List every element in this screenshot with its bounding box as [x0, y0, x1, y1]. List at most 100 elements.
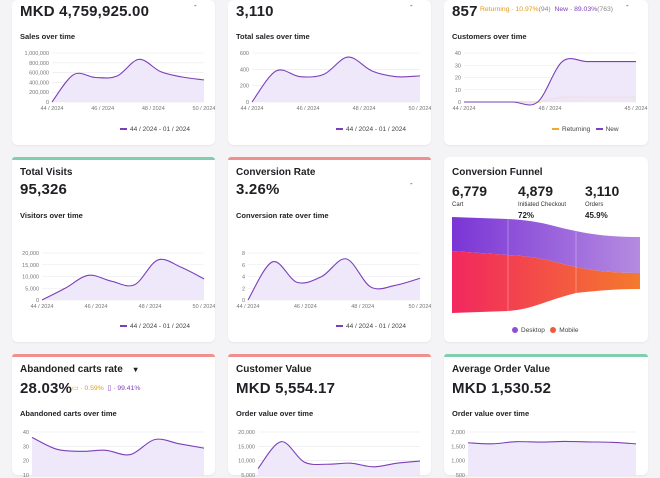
x-tick-label: 48 / 2024: [353, 106, 376, 112]
y-tick-label: 1,000: [451, 459, 465, 465]
visits-subtitle: Visitors over time: [20, 211, 83, 220]
y-tick-label: 600: [240, 51, 249, 57]
x-tick-label: 50 / 2024: [409, 106, 431, 112]
new-label: New · 89.03%: [554, 6, 598, 13]
conversion-title: Conversion Rate: [236, 167, 316, 178]
x-tick-label: 44 / 2024: [237, 304, 260, 310]
customer-value-title: Customer Value: [236, 364, 312, 375]
customers-breakdown: Returning · 10.97%(94) New · 89.03%(763): [480, 6, 613, 13]
conversion-value: 3.26%: [236, 181, 280, 198]
aov-value: MKD 1,530.52: [452, 380, 552, 397]
x-tick-label: 50 / 2024: [409, 304, 431, 310]
abandoned-title[interactable]: Abandoned carts rate ▾: [20, 364, 138, 375]
customers-legend: Returning New: [552, 126, 619, 133]
customers-menu[interactable]: -: [626, 1, 629, 10]
funnel-title: Conversion Funnel: [452, 167, 543, 178]
series-line: [41, 258, 205, 301]
y-tick-label: 0: [242, 298, 245, 304]
desktop-icon: ▭: [72, 385, 79, 392]
customers-chart: 40 30 20 10 044 / 2024 48 / 2024 45 / 2024: [453, 51, 648, 112]
y-tick-label: 5,000: [241, 473, 255, 478]
y-tick-label: 200: [240, 84, 249, 90]
y-tick-label: 40: [455, 51, 461, 57]
y-tick-label: 6: [242, 263, 245, 269]
x-tick-label: 48 / 2024: [139, 304, 162, 310]
x-tick-label: 45 / 2024: [625, 106, 648, 112]
conversion-subtitle: Conversion rate over time: [236, 211, 329, 220]
y-tick-label: 20: [23, 459, 29, 465]
y-tick-label: 10,000: [238, 459, 255, 465]
sales-menu[interactable]: -: [194, 1, 197, 10]
x-tick-label: 46 / 2024: [297, 106, 320, 112]
sales-legend: 44 / 2024 - 01 / 2024: [120, 126, 190, 133]
x-tick-label: 46 / 2024: [91, 106, 114, 112]
total-sales-menu[interactable]: -: [410, 1, 413, 10]
y-tick-label: 4: [242, 275, 245, 281]
y-tick-label: 15,000: [238, 444, 255, 450]
new-count: (763): [597, 6, 614, 13]
series-line: [51, 58, 205, 103]
y-tick-label: 400: [240, 67, 249, 73]
funnel-cart-label: Cart: [452, 202, 464, 208]
y-tick-label: 10: [23, 473, 29, 478]
x-tick-label: 44 / 2024: [31, 304, 54, 310]
series-area: [52, 59, 204, 102]
total-sales-subtitle: Total sales over time: [236, 32, 310, 41]
aov-card: Average Order Value MKD 1,530.52 Order v…: [444, 354, 648, 478]
x-tick-label: 48 / 2024: [142, 106, 165, 112]
customer-value-card: Customer Value MKD 5,554.17 Order value …: [228, 354, 431, 478]
total-sales-card: 3,110 - Total sales over time 600 400 200 0…: [228, 0, 431, 145]
total-sales-chart: 600 400 200 044 / 2024 46 / 2024 48 / 2024 50 …: [240, 51, 431, 112]
conversion-menu[interactable]: -: [410, 179, 413, 188]
aov-chart: 2,000 1,500 1,000 500: [451, 430, 637, 478]
y-tick-label: 20,000: [238, 430, 255, 436]
sales-card: MKD 4,759,925.00 - Sales over time 1,000…: [12, 0, 215, 145]
total-sales-legend: 44 / 2024 - 01 / 2024: [336, 126, 406, 133]
series-area: [248, 258, 420, 300]
y-tick-label: 400,000: [29, 80, 49, 86]
y-tick-label: 2: [242, 286, 245, 292]
x-tick-label: 44 / 2024: [453, 106, 476, 112]
abandoned-chart: 40 30 20 10: [23, 430, 205, 478]
funnel-orders-pct: 45.9%: [585, 211, 608, 220]
sales-value: MKD 4,759,925.00: [20, 3, 150, 20]
y-tick-label: 200,000: [29, 90, 49, 96]
y-tick-label: 30: [455, 63, 461, 69]
mobile-icon: ▯: [107, 385, 112, 392]
customer-value-chart: 20,000 15,000 10,000 5,000: [238, 430, 421, 478]
visits-legend: 44 / 2024 - 01 / 2024: [120, 323, 190, 330]
series-area: [252, 57, 420, 102]
x-tick-label: 48 / 2024: [351, 304, 374, 310]
visits-chart: 20,000 15,000 10,000 5,000 044 / 2024 46 / 20…: [22, 251, 215, 310]
sales-chart: 1,000,000 800,000 600,000 400,000 200,000 044…: [25, 51, 215, 112]
customers-subtitle: Customers over time: [452, 32, 527, 41]
y-tick-label: 20: [455, 76, 461, 82]
customer-value-subtitle: Order value over time: [236, 409, 314, 418]
y-tick-label: 40: [23, 430, 29, 436]
funnel-orders-label: Orders: [585, 202, 604, 208]
y-tick-label: 0: [458, 100, 461, 106]
y-tick-label: 0: [36, 298, 39, 304]
y-tick-label: 0: [46, 100, 49, 106]
x-tick-label: 50 / 2024: [193, 106, 215, 112]
funnel-legend: Desktop Mobile: [512, 327, 578, 334]
x-tick-label: 44 / 2024: [241, 106, 264, 112]
series-area: [468, 441, 636, 475]
total-sales-value: 3,110: [236, 3, 274, 20]
funnel-orders-value: 3,110: [585, 183, 620, 199]
chevron-down-icon[interactable]: ▾: [133, 365, 138, 374]
series-area: [32, 437, 204, 475]
funnel-checkout-value: 4,879: [518, 183, 554, 199]
abandoned-subtitle: Abandoned carts over time: [20, 409, 117, 418]
x-tick-label: 46 / 2024: [294, 304, 317, 310]
funnel-desktop-band: [452, 217, 640, 273]
x-tick-label: 46 / 2024: [85, 304, 108, 310]
funnel-cart-value: 6,779: [452, 183, 488, 199]
series-area: [258, 441, 420, 475]
abandoned-value: 28.03%: [20, 380, 73, 397]
y-tick-label: 1,000,000: [25, 51, 49, 57]
y-tick-label: 800,000: [29, 61, 49, 67]
y-tick-label: 10,000: [22, 275, 39, 281]
series-area: [42, 259, 204, 300]
funnel-mobile-band: [452, 251, 640, 313]
